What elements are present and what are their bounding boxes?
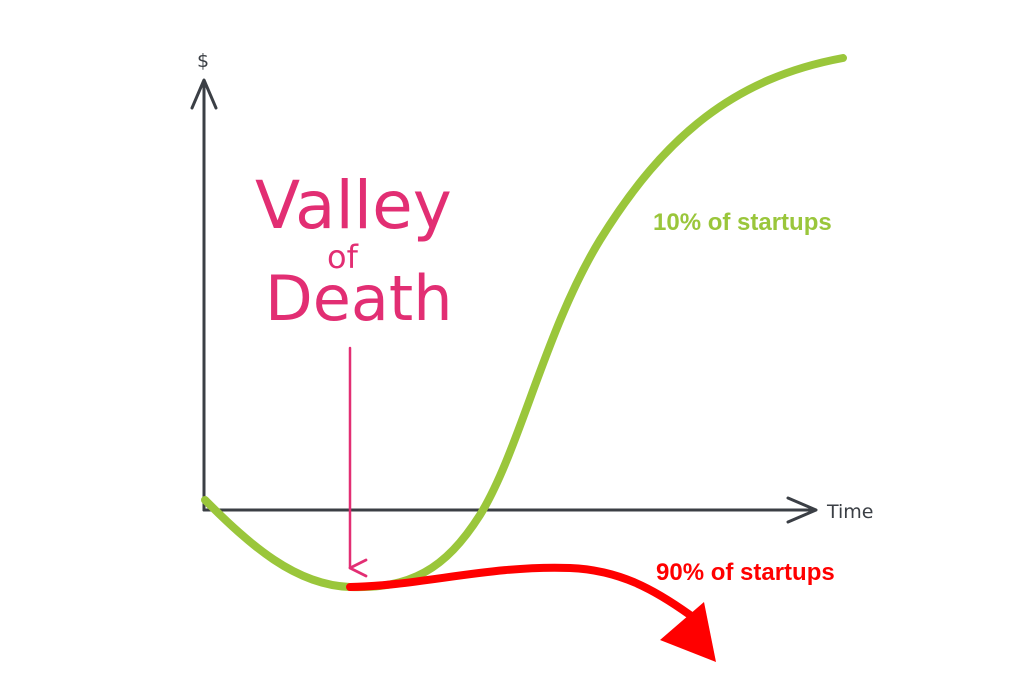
y-axis-label: $ — [197, 50, 209, 72]
x-axis-arrowhead — [786, 496, 818, 524]
success-curve — [201, 54, 847, 592]
failure-arrowhead — [660, 602, 716, 662]
valley-title-line1: Valley — [255, 167, 452, 244]
y-axis-arrowhead — [190, 78, 218, 110]
x-axis-label: Time — [826, 501, 874, 523]
failure-curve — [346, 563, 694, 619]
valley-title-line2: of — [327, 238, 359, 276]
success-label: 10% of startups — [653, 209, 832, 236]
failure-label: 90% of startups — [656, 559, 835, 586]
valley-title-line3: Death — [265, 262, 452, 335]
